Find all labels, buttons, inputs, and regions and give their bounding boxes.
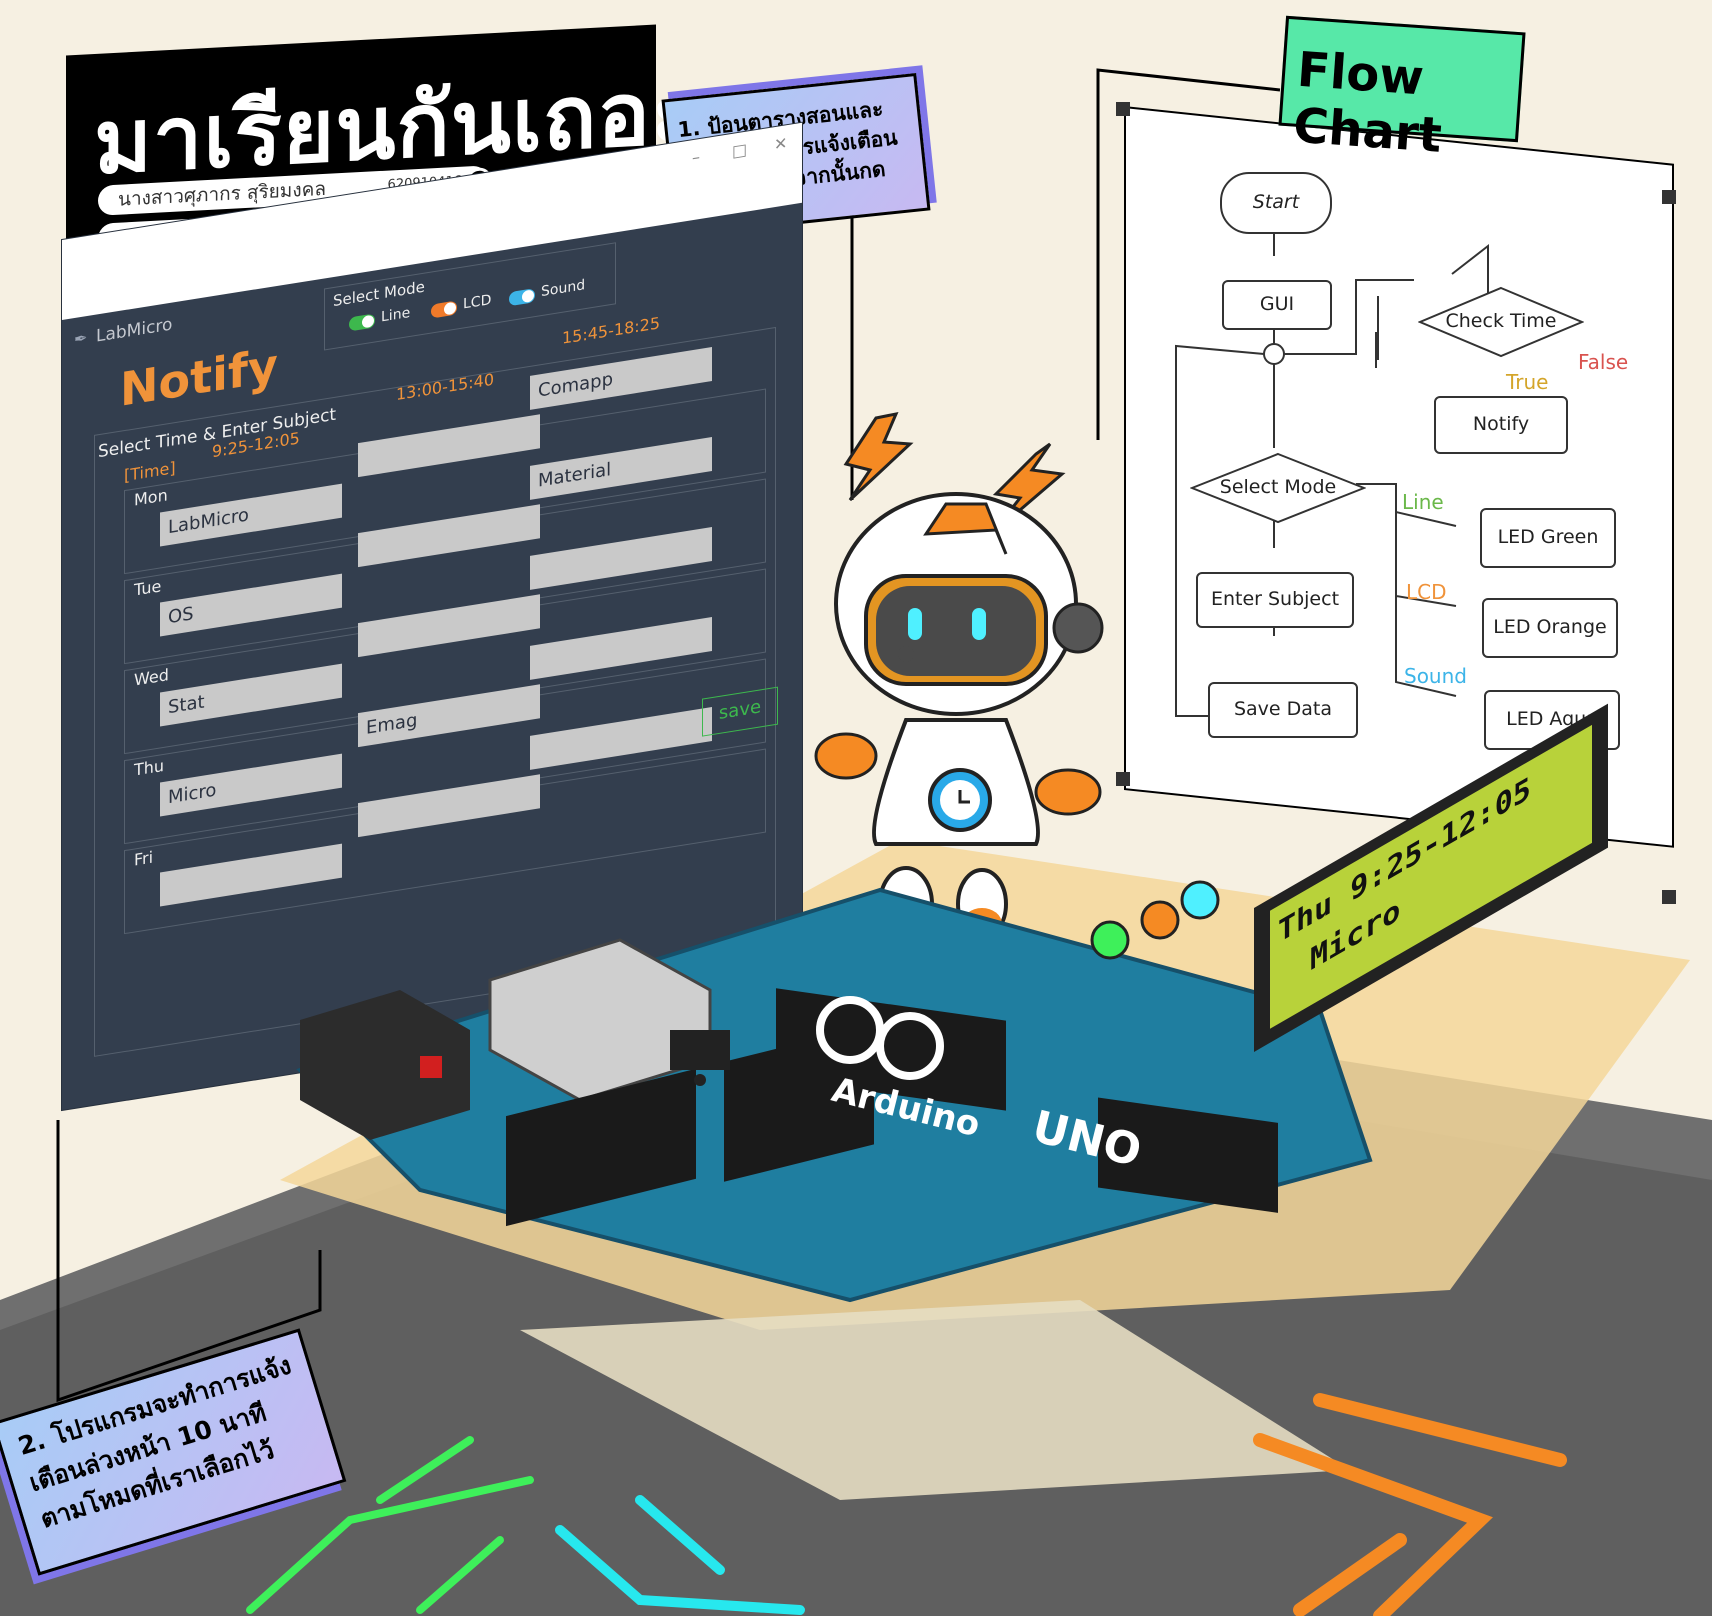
circuit-trace-green [246, 1436, 534, 1614]
edge-label-lcd: LCD [1406, 580, 1447, 604]
toggle-line-label: Line [381, 304, 411, 326]
fc-select-mode-label: Select Mode [1219, 476, 1337, 498]
toggle-sound-label: Sound [541, 277, 586, 301]
robot-mascot-illustration [814, 411, 1104, 942]
fc-check-time-label: Check Time [1445, 310, 1557, 332]
arduino-board-illustration: Arduino UNO [296, 880, 1373, 1303]
flowchart-heading-text: Flow Chart [1291, 41, 1444, 164]
circuit-trace-cyan [555, 1495, 805, 1615]
day-label: Fri [134, 847, 154, 870]
toggle-lcd-label: LCD [463, 291, 492, 313]
minimize-icon[interactable]: – [692, 146, 700, 168]
fc-check-time: Check Time [1418, 286, 1584, 358]
toggle-lcd[interactable] [431, 300, 457, 319]
fc-gui: GUI [1222, 280, 1332, 330]
maximize-icon[interactable]: □ [732, 139, 748, 161]
edge-label-true: True [1506, 370, 1549, 394]
flowchart-heading: Flow Chart [1278, 15, 1526, 164]
fc-led-green: LED Green [1480, 508, 1616, 568]
window-title: LabMicro [96, 314, 173, 347]
edge-label-line: Line [1402, 490, 1444, 514]
feather-icon: ✒ [74, 327, 88, 350]
fc-notify: Notify [1434, 396, 1568, 454]
toggle-sound[interactable] [509, 288, 535, 307]
notify-heading: Notify [120, 337, 278, 417]
circuit-trace-orange [1253, 1393, 1567, 1616]
close-icon[interactable]: ✕ [774, 133, 788, 155]
fc-save-data: Save Data [1208, 682, 1358, 738]
fc-start: Start [1220, 172, 1332, 234]
flowchart-connectors [1116, 102, 1676, 904]
diamond-shape [1190, 452, 1366, 524]
diamond-shape [1418, 286, 1584, 358]
fc-select-mode: Select Mode [1190, 452, 1366, 524]
time-slot-3: 15:45-18:25 [562, 313, 660, 348]
fc-led-orange: LED Orange [1482, 598, 1618, 658]
mode-label: Select Mode [333, 277, 425, 311]
edge-label-false: False [1578, 350, 1629, 374]
fc-enter-subject: Enter Subject [1196, 572, 1354, 628]
edge-label-sound: Sound [1404, 664, 1467, 688]
toggle-line[interactable] [349, 313, 375, 332]
